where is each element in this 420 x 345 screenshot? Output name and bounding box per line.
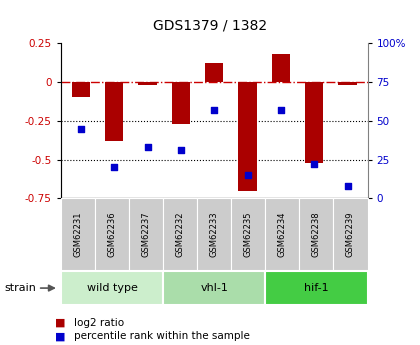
Text: GSM62231: GSM62231 bbox=[74, 212, 82, 257]
Bar bbox=[172, 82, 190, 124]
Text: strain: strain bbox=[4, 283, 36, 293]
Bar bbox=[105, 82, 123, 141]
Point bbox=[244, 172, 251, 178]
Text: GSM62236: GSM62236 bbox=[108, 212, 116, 257]
Text: GDS1379 / 1382: GDS1379 / 1382 bbox=[153, 19, 267, 33]
Text: GSM62232: GSM62232 bbox=[176, 212, 185, 257]
Text: GSM62235: GSM62235 bbox=[244, 212, 253, 257]
Text: GSM62233: GSM62233 bbox=[210, 212, 219, 257]
Text: hif-1: hif-1 bbox=[304, 283, 329, 293]
Point bbox=[278, 107, 284, 112]
Bar bbox=[239, 82, 257, 190]
Point bbox=[311, 161, 318, 167]
Text: vhl-1: vhl-1 bbox=[200, 283, 228, 293]
Point bbox=[211, 107, 218, 112]
Bar bbox=[305, 82, 323, 163]
Point bbox=[78, 126, 84, 131]
Bar bbox=[272, 54, 290, 82]
Text: GSM62234: GSM62234 bbox=[278, 212, 287, 257]
Text: GSM62237: GSM62237 bbox=[142, 212, 150, 257]
Bar bbox=[205, 63, 223, 82]
Point bbox=[178, 148, 184, 153]
Bar bbox=[339, 82, 357, 85]
Point bbox=[344, 183, 351, 189]
Text: percentile rank within the sample: percentile rank within the sample bbox=[74, 332, 249, 341]
Point bbox=[144, 144, 151, 150]
Bar bbox=[138, 82, 157, 85]
Text: ■: ■ bbox=[55, 318, 65, 327]
Text: GSM62238: GSM62238 bbox=[312, 212, 321, 257]
Text: wild type: wild type bbox=[87, 283, 137, 293]
Text: log2 ratio: log2 ratio bbox=[74, 318, 123, 327]
Text: ■: ■ bbox=[55, 332, 65, 341]
Text: GSM62239: GSM62239 bbox=[346, 212, 355, 257]
Bar bbox=[72, 82, 90, 97]
Point bbox=[111, 165, 118, 170]
